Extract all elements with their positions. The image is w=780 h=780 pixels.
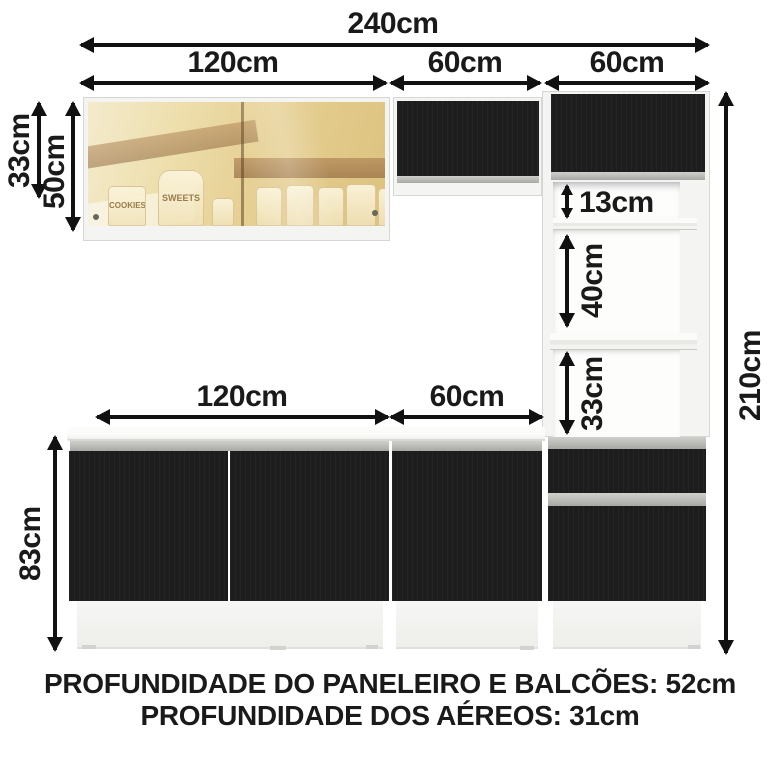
arrow-upper-middle-width xyxy=(389,75,542,91)
cabinet-foot xyxy=(688,645,700,649)
base-plinth-left xyxy=(77,601,383,649)
tall-cabinet-plinth xyxy=(553,601,701,649)
cabinet-foot xyxy=(82,645,96,649)
label-total-width: 240cm xyxy=(347,7,439,40)
label-base-height: 83cm xyxy=(14,506,47,582)
glass-sheen xyxy=(88,102,385,226)
upper-middle-handle xyxy=(397,176,539,183)
arrow-niche-bottom xyxy=(559,351,575,435)
footer-depth-line-2: PROFUNDIDADE DOS AÉREOS: 31cm xyxy=(140,700,640,731)
tall-base-top-rail xyxy=(548,437,706,449)
base-plinth-middle xyxy=(396,601,538,649)
tall-cabinet-top-door xyxy=(551,94,705,172)
arrow-total-width xyxy=(79,37,710,53)
glass-door-divider xyxy=(241,102,244,226)
sweets-jar-label: SWEETS xyxy=(159,193,203,203)
shelf-jar-1 xyxy=(256,187,282,226)
base-left-handle-rail xyxy=(70,441,389,451)
arrow-aereo-height-50 xyxy=(65,101,81,232)
base-cabinet-door-1 xyxy=(69,451,228,601)
arrow-niche-middle xyxy=(559,234,575,328)
small-jar xyxy=(212,198,234,226)
cabinet-foot xyxy=(270,646,286,650)
base-cabinet-door-2 xyxy=(230,451,389,601)
door-catch-right xyxy=(372,210,378,216)
cabinet-foot xyxy=(520,646,534,650)
tall-cabinet-bottom-door xyxy=(548,506,706,601)
footer-depth-line-1: PROFUNDIDADE DO PANELEIRO E BALCÕES: 52c… xyxy=(44,668,736,699)
label-upper-left-width: 120cm xyxy=(187,46,279,79)
glass-cabinet-doors: COOKIES SWEETS xyxy=(88,102,385,226)
door-catch-left xyxy=(93,214,99,220)
label-niche-bottom: 33cm xyxy=(576,356,609,432)
arrow-counter-middle-width xyxy=(389,409,544,425)
label-counter-middle-width: 60cm xyxy=(429,380,505,413)
tall-cabinet-shelf-2 xyxy=(550,333,697,350)
label-niche-top: 13cm xyxy=(579,186,654,219)
niche-top xyxy=(553,182,680,218)
shelf-jar-2 xyxy=(286,185,314,226)
arrow-aereo-height-33 xyxy=(31,101,47,199)
arrow-counter-left-width xyxy=(95,409,390,425)
arrow-upper-right-width xyxy=(544,75,710,91)
countertop xyxy=(67,427,545,441)
sweets-jar: SWEETS xyxy=(158,170,204,226)
glass-reflection-band-right xyxy=(234,158,385,178)
label-counter-left-width: 120cm xyxy=(196,380,288,413)
tall-cabinet-shelf-1 xyxy=(553,218,697,230)
glass-cabinet: COOKIES SWEETS xyxy=(83,97,390,241)
label-total-height: 210cm xyxy=(734,330,767,422)
label-upper-right-width: 60cm xyxy=(589,46,665,79)
label-upper-middle-width: 60cm xyxy=(427,46,503,79)
cookies-jar: COOKIES xyxy=(108,186,146,226)
arrow-base-height xyxy=(47,435,63,652)
arrow-upper-left-width xyxy=(79,75,388,91)
tall-cabinet-drawer xyxy=(548,449,706,493)
label-aereo-height-50: 50cm xyxy=(38,134,71,210)
tall-cabinet-top-handle xyxy=(551,172,705,180)
upper-cabinet-middle xyxy=(393,97,542,196)
cabinet-foot xyxy=(366,645,378,649)
upper-middle-door xyxy=(397,101,539,176)
cookies-jar-label: COOKIES xyxy=(109,201,145,210)
shelf-jar-4 xyxy=(346,184,376,226)
tall-drawer-handle xyxy=(548,493,706,506)
arrow-total-height xyxy=(718,91,734,655)
arrow-niche-top xyxy=(561,184,573,219)
shelf-jar-5 xyxy=(378,188,385,226)
label-niche-middle: 40cm xyxy=(576,243,609,319)
base-cabinet-door-3 xyxy=(392,451,542,601)
shelf-jar-3 xyxy=(318,187,344,226)
base-middle-handle-rail xyxy=(392,441,542,451)
